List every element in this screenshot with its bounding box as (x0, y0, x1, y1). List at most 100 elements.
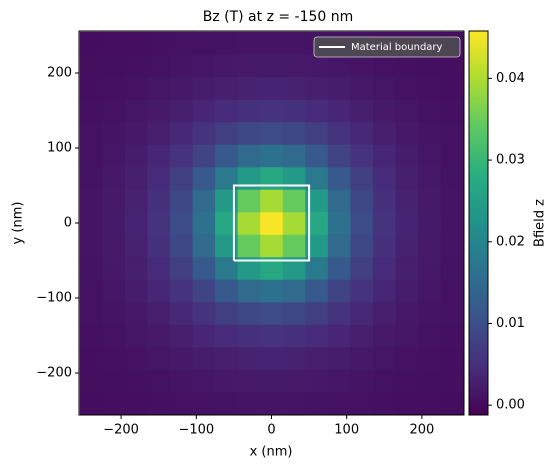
heatmap-cell (102, 144, 126, 168)
heatmap-cell (169, 324, 194, 348)
heatmap-cell (169, 189, 194, 213)
heatmap-cell (440, 256, 464, 280)
heatmap-cell (327, 144, 351, 168)
heatmap-cell (327, 369, 351, 393)
heatmap-cell (192, 279, 216, 303)
heatmap-cell (169, 391, 194, 415)
heatmap-cell (327, 279, 351, 303)
heatmap-cell (79, 369, 103, 393)
y-tick-label: −200 (36, 366, 72, 381)
heatmap-cell (282, 346, 306, 370)
heatmap-cell (237, 166, 261, 190)
heatmap-cell (79, 99, 103, 123)
heatmap-cell (418, 369, 442, 393)
heatmap-cell (169, 121, 194, 145)
heatmap-cell (215, 31, 239, 55)
heatmap-cell (327, 391, 351, 415)
heatmap-cell (305, 324, 329, 348)
heatmap-cell (124, 256, 148, 280)
heatmap-cell (237, 189, 261, 213)
heatmap-cell (215, 54, 239, 78)
chart-title: Bz (T) at z = -150 nm (203, 9, 354, 25)
heatmap-cell (418, 121, 442, 145)
heatmap-cell (373, 166, 397, 190)
heatmap-cell (373, 144, 397, 168)
heatmap-cell (395, 301, 419, 325)
heatmap-cell (395, 346, 419, 370)
heatmap (79, 31, 464, 415)
heatmap-cell (282, 166, 306, 190)
heatmap-cell (192, 121, 216, 145)
heatmap-cell (395, 391, 419, 415)
heatmap-cell (260, 76, 284, 100)
heatmap-cell (79, 144, 103, 168)
heatmap-cell (395, 144, 419, 168)
heatmap-cell (395, 279, 419, 303)
heatmap-cell (102, 99, 126, 123)
heatmap-cell (418, 301, 442, 325)
heatmap-cell (169, 234, 194, 258)
heatmap-cell (350, 121, 374, 145)
heatmap-cell (124, 54, 148, 78)
heatmap-cell (79, 234, 103, 258)
heatmap-cell (395, 324, 419, 348)
heatmap-cell (395, 256, 419, 280)
heatmap-cell (79, 301, 103, 325)
heatmap-cell (215, 391, 239, 415)
heatmap-cell (260, 279, 284, 303)
heatmap-cell (327, 324, 351, 348)
heatmap-cell (124, 166, 148, 190)
colorbar (468, 30, 489, 416)
heatmap-cell (147, 346, 171, 370)
heatmap-cell (440, 99, 464, 123)
heatmap-cell (124, 189, 148, 213)
heatmap-cell (440, 391, 464, 415)
heatmap-cell (440, 279, 464, 303)
heatmap-cell (350, 54, 374, 78)
heatmap-cell (79, 121, 103, 145)
heatmap-cell (395, 234, 419, 258)
heatmap-cell (79, 211, 103, 235)
heatmap-cell (373, 99, 397, 123)
heatmap-cell (305, 189, 329, 213)
heatmap-cell (147, 279, 171, 303)
heatmap-cell (192, 369, 216, 393)
heatmap-cell (147, 369, 171, 393)
heatmap-cell (260, 346, 284, 370)
heatmap-cell (215, 324, 239, 348)
heatmap-cell (327, 301, 351, 325)
heatmap-cell (192, 301, 216, 325)
legend-label: Material boundary (351, 42, 443, 53)
heatmap-cell (79, 256, 103, 280)
colorbar-tick-label: 0.01 (496, 316, 525, 331)
heatmap-cell (237, 391, 261, 415)
heatmap-cell (327, 54, 351, 78)
heatmap-cell (350, 144, 374, 168)
colorbar-tick-label: 0.04 (496, 71, 525, 86)
heatmap-cell (350, 166, 374, 190)
heatmap-cell (440, 324, 464, 348)
heatmap-cell (350, 369, 374, 393)
heatmap-cell (102, 301, 126, 325)
heatmap-cell (215, 211, 239, 235)
heatmap-cell (79, 54, 103, 78)
heatmap-cell (418, 99, 442, 123)
heatmap-cell (373, 324, 397, 348)
heatmap-cell (237, 234, 261, 258)
heatmap-cell (237, 76, 261, 100)
heatmap-cell (147, 121, 171, 145)
heatmap-cell (102, 189, 126, 213)
heatmap-cell (418, 189, 442, 213)
heatmap-cell (192, 324, 216, 348)
heatmap-cell (327, 211, 351, 235)
heatmap-cell (327, 189, 351, 213)
material-boundary (232, 184, 311, 262)
heatmap-cell (79, 279, 103, 303)
heatmap-cell (102, 369, 126, 393)
heatmap-cell (440, 54, 464, 78)
heatmap-cell (282, 256, 306, 280)
heatmap-cell (305, 121, 329, 145)
heatmap-cell (260, 54, 284, 78)
heatmap-cell (147, 76, 171, 100)
heatmap-cell (418, 166, 442, 190)
